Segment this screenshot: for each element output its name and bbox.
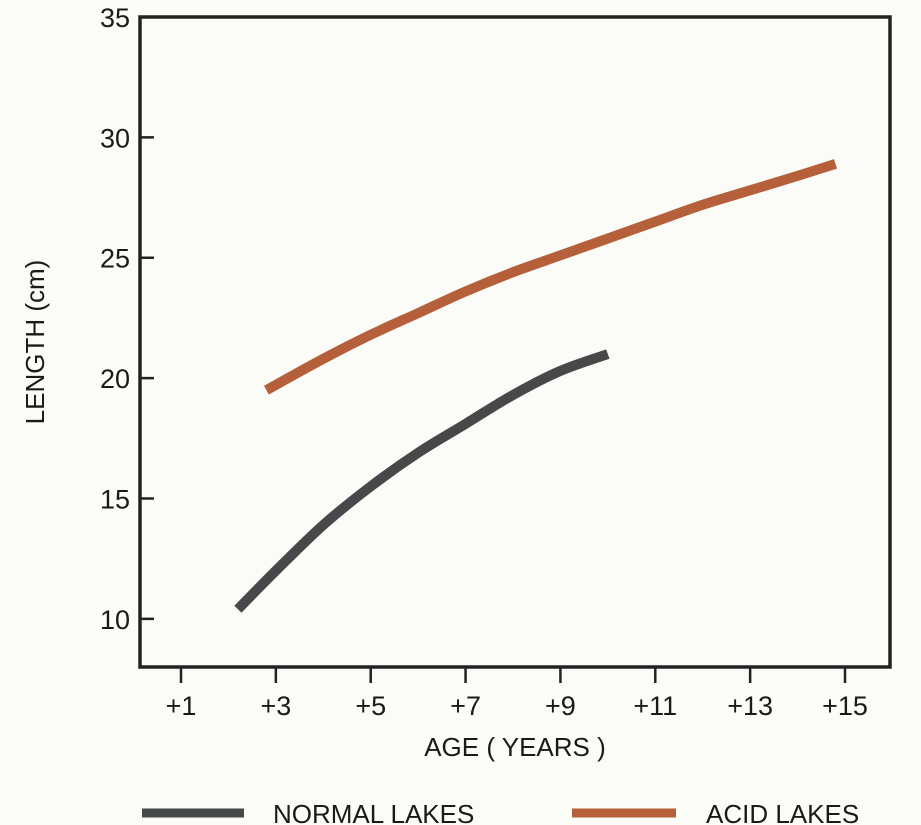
- y-tick-label: 25: [100, 244, 130, 274]
- x-tick-label: +1: [166, 691, 197, 721]
- series-line-acid-lakes: [263, 159, 838, 395]
- x-tick-label: +7: [450, 691, 481, 721]
- series-layer: [234, 159, 838, 613]
- y-tick-label: 30: [100, 123, 130, 153]
- plot-frame: [138, 15, 892, 669]
- legend-label-acid-lakes: ACID LAKES: [706, 799, 859, 825]
- x-tick-label: +5: [355, 691, 386, 721]
- legend-label-normal-lakes: NORMAL LAKES: [273, 799, 474, 825]
- series-line-normal-lakes: [234, 349, 610, 613]
- y-tick-label: 20: [100, 364, 130, 394]
- x-tick-label: +3: [260, 691, 291, 721]
- x-tick-label: +9: [545, 691, 576, 721]
- y-tick-label: 35: [100, 3, 130, 33]
- y-tick-label: 10: [100, 605, 130, 635]
- y-tick-label: 15: [100, 484, 130, 514]
- x-tick-label: +11: [633, 691, 677, 721]
- x-axis-title: AGE ( YEARS ): [424, 732, 606, 762]
- x-tick-label: +15: [822, 691, 868, 721]
- x-tick-label: +13: [727, 691, 773, 721]
- y-axis-ticks: 10 15 20 25 30 35: [100, 3, 154, 635]
- legend: NORMAL LAKES ACID LAKES: [142, 799, 859, 825]
- x-axis-ticks: +1 +3 +5 +7 +9 +11 +13 +15: [166, 667, 868, 721]
- y-axis-title: LENGTH (cm): [20, 260, 50, 425]
